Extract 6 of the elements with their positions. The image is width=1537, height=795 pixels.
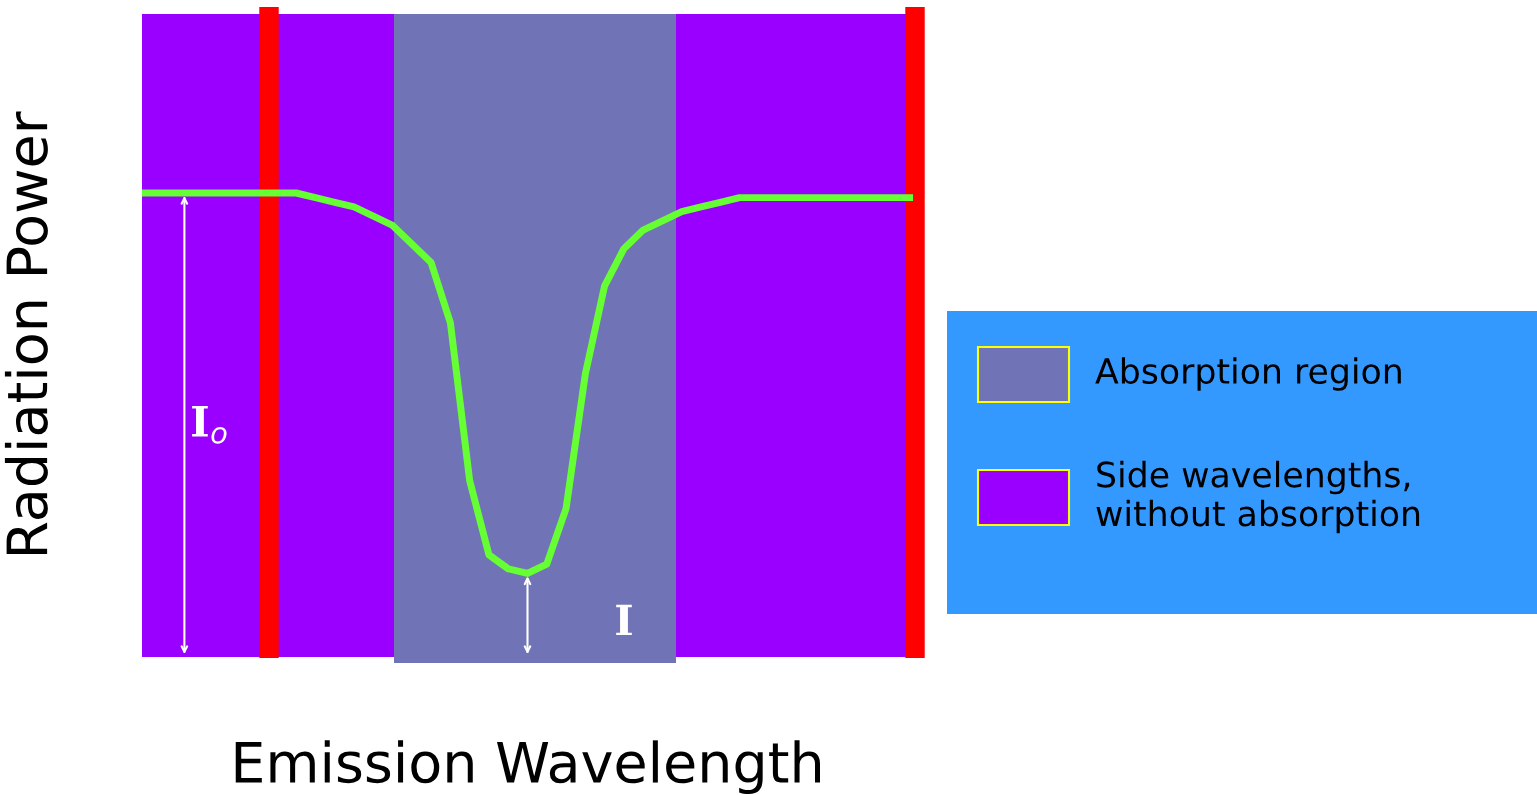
text: Side wavelengths, without absorption [1096, 460, 1420, 534]
y-axis-title: Radiation Power [4, 111, 48, 555]
annotation: I [616, 604, 632, 636]
x-axis-title: Emission Wavelength [235, 740, 820, 795]
annotation: I$_{o}$ [192, 406, 227, 444]
text: Absorption region [1095, 357, 1401, 391]
